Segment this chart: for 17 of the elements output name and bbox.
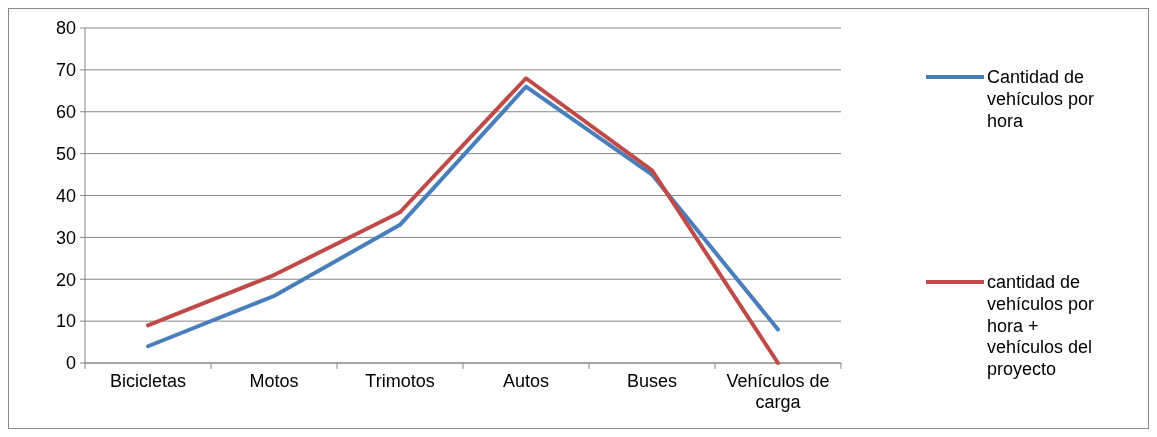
x-tick-label: Buses [626, 371, 678, 391]
legend-label: Cantidad de vehículos por hora [987, 67, 1095, 131]
legend-label: cantidad de vehículos por hora + vehículos del proyecto [987, 272, 1095, 379]
x-tick-label: Autos [502, 371, 550, 391]
x-tick-label: Bicicletas [109, 371, 187, 391]
y-tick-label: 60 [55, 102, 76, 123]
x-tick-label: Vehículos de carga [726, 371, 830, 412]
y-tick-label: 70 [55, 60, 76, 81]
y-tick-label: 30 [55, 227, 76, 248]
y-tick-label: 50 [55, 143, 76, 164]
y-tick-label: 10 [55, 311, 76, 332]
y-tick-label: 20 [55, 269, 76, 290]
x-tick-label: Trimotos [365, 371, 435, 391]
y-tick-label: 40 [55, 185, 76, 206]
y-tick-label: 80 [55, 18, 76, 39]
x-tick-label: Motos [249, 371, 299, 391]
y-tick-label: 0 [65, 353, 76, 374]
